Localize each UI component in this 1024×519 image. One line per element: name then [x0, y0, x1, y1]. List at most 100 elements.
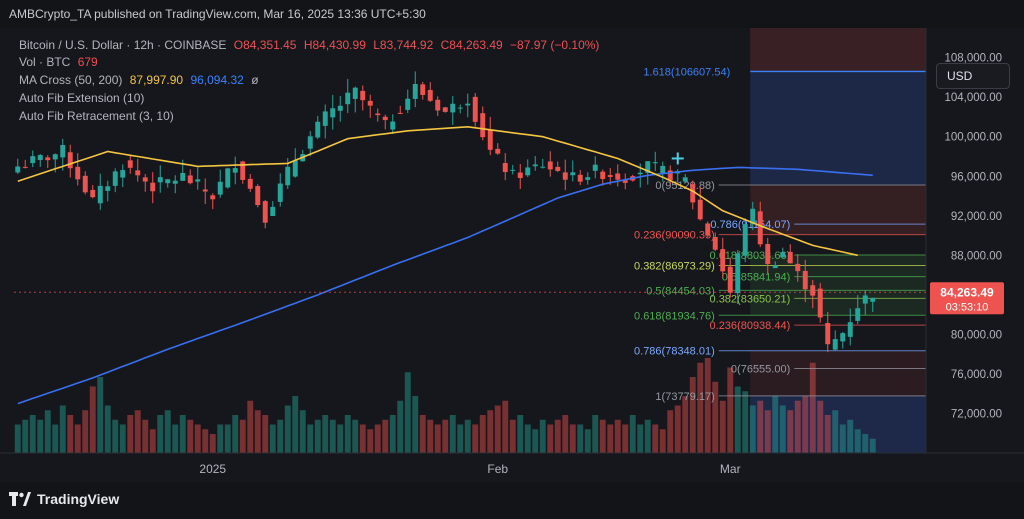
candle-body — [165, 179, 171, 184]
volume-bar — [862, 434, 869, 453]
candle-body — [75, 166, 81, 180]
volume-bar — [547, 424, 554, 453]
candle-body — [180, 172, 186, 181]
tradingview-logo[interactable]: TradingView — [9, 491, 119, 507]
volume-bar — [119, 424, 126, 453]
y-tick-label: 72,000.00 — [951, 408, 1002, 420]
candle-body — [15, 166, 21, 173]
volume-bar — [734, 386, 741, 453]
fib-extension-level-label: 0.382(83650.21) — [710, 293, 791, 305]
change-value: −87.97 (−0.10%) — [510, 38, 600, 52]
candle-body — [615, 173, 621, 180]
volume-bar — [22, 419, 29, 453]
volume-bar — [794, 400, 801, 453]
volume-bar — [44, 410, 51, 453]
publisher-line: AMBCrypto_TA published on TradingView.co… — [9, 7, 426, 21]
candle-body — [705, 223, 711, 236]
volume-bar — [314, 419, 321, 453]
candle-body — [97, 185, 103, 204]
fib-retracement-level-label: 0.236(90090.35) — [634, 230, 715, 242]
volume-bar — [14, 424, 21, 453]
candle-body — [352, 87, 358, 99]
legend-fib-retracement-row[interactable]: Auto Fib Retracement (3, 10) — [19, 109, 178, 123]
volume-bar — [562, 415, 569, 453]
y-tick-label: 80,000.00 — [951, 329, 1002, 341]
volume-bar — [382, 419, 389, 453]
price-chart[interactable]: 0(95120.88)0.236(90090.35)0.382(86973.29… — [0, 28, 1024, 482]
close-value: C84,263.49 — [440, 38, 503, 52]
fib-extension-level-label: 0.236(80938.44) — [710, 320, 791, 332]
candle-body — [862, 295, 868, 304]
candle-body — [427, 89, 433, 101]
candle-body — [442, 107, 448, 112]
candle-body — [420, 84, 426, 95]
volume-bar — [412, 396, 419, 453]
volume-bar — [307, 424, 314, 453]
retracement-zone-0-0236 — [750, 184, 926, 235]
fib-retracement-level-label: 0.786(78348.01) — [634, 346, 715, 358]
volume-bar — [787, 410, 794, 453]
retracement-zone-green — [750, 254, 926, 316]
volume-bar — [442, 419, 449, 453]
candle-body — [157, 177, 163, 183]
volume-bar — [427, 419, 434, 453]
candle-body — [712, 237, 718, 250]
candle-body — [795, 263, 801, 272]
candle-body — [600, 171, 606, 179]
volume-bar — [697, 362, 704, 453]
volume-bar — [847, 419, 854, 453]
ma50-value: 87,997.90 — [129, 73, 184, 87]
candle-body — [802, 270, 808, 290]
volume-bar — [232, 415, 239, 453]
candle-body — [217, 181, 223, 195]
y-tick-label: 100,000.00 — [944, 132, 1002, 144]
volume-bar — [104, 405, 111, 453]
candle-body — [337, 105, 343, 111]
candle-body — [360, 90, 366, 101]
volume-bar — [607, 424, 614, 453]
ma200-line — [17, 166, 873, 405]
candle-body — [247, 178, 253, 189]
volume-bar — [614, 419, 621, 453]
last-price-value: 84,263.49 — [940, 285, 994, 299]
volume-bar — [89, 386, 96, 453]
legend-fib-extension-row[interactable]: Auto Fib Extension (10) — [19, 91, 148, 105]
volume-bar — [67, 415, 74, 453]
volume-bar — [134, 410, 141, 453]
volume-bar — [644, 419, 651, 453]
candle-body — [720, 249, 726, 272]
y-tick-label: 108,000.00 — [944, 53, 1002, 65]
volume-bar — [164, 410, 171, 453]
candle-body — [60, 145, 66, 158]
volume-bar — [502, 400, 509, 453]
volume-bar — [449, 415, 456, 453]
candle-body — [585, 177, 591, 180]
volume-bar — [59, 405, 66, 453]
candle-body — [390, 121, 396, 130]
volume-bar — [284, 405, 291, 453]
currency-button[interactable]: USD — [936, 63, 1010, 89]
high-value: H84,430.99 — [303, 38, 366, 52]
volume-bar — [539, 419, 546, 453]
published-header: AMBCrypto_TA published on TradingView.co… — [0, 0, 1024, 29]
volume-bar — [457, 424, 464, 453]
volume-bar — [74, 424, 81, 453]
legend-volume-row[interactable]: Vol · BTC 679 — [19, 55, 102, 69]
candle-body — [510, 169, 516, 171]
chart-frame[interactable]: 0(95120.88) 0.236(90090.35) 0.382(86973.29… — [0, 28, 1024, 482]
candle-body — [30, 156, 36, 164]
volume-bar — [532, 429, 539, 453]
volume-bar — [262, 415, 269, 453]
volume-bar — [599, 419, 606, 453]
volume-bar — [202, 429, 209, 453]
candle-body — [840, 333, 846, 342]
candle-countdown: 03:53:10 — [946, 301, 989, 313]
volume-bar — [712, 381, 719, 453]
candle-body — [562, 172, 568, 180]
legend-ma-row[interactable]: MA Cross (50, 200) 87,997.90 96,094.32 ø — [19, 73, 263, 87]
volume-bar — [419, 415, 426, 453]
volume-bar — [337, 424, 344, 453]
candle-body — [645, 161, 651, 173]
volume-bar — [149, 429, 156, 453]
volume-bar — [779, 405, 786, 453]
